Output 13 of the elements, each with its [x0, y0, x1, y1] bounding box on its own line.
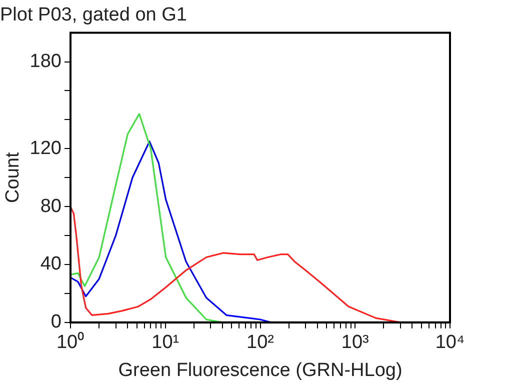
x-tick-label: 10⁴ [435, 332, 465, 354]
x-tick-label: 10⁰ [56, 331, 85, 354]
y-tick-label: 120 [30, 138, 62, 159]
y-tick-label: 80 [40, 196, 62, 217]
x-tick-label: 10¹ [152, 332, 180, 354]
y-tick-label: 40 [40, 254, 62, 275]
x-tick-label: 10² [246, 332, 274, 354]
y-tick-label: 180 [30, 50, 62, 72]
y-axis-title: Count [2, 152, 24, 203]
chart-title: Plot P03, gated on G1 [0, 4, 187, 26]
x-tick-label: 10³ [341, 332, 369, 354]
y-tick-label: 0 [50, 312, 62, 333]
x-axis-title: Green Fluorescence (GRN-HLog) [118, 360, 402, 381]
